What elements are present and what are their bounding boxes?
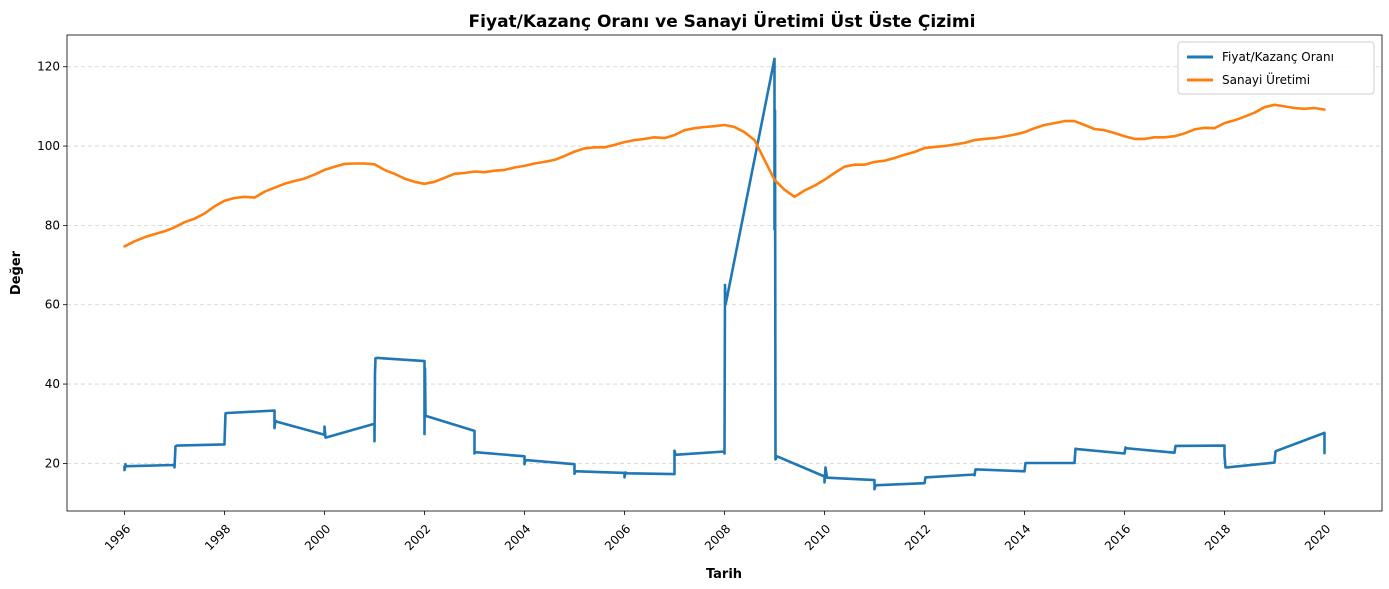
y-tick-label: 60	[45, 298, 60, 312]
y-tick-label: 100	[37, 139, 60, 153]
y-tick-label: 40	[45, 377, 60, 391]
x-tick-label: 2000	[302, 522, 333, 553]
series-line-sanayi-uretimi	[123, 103, 1326, 248]
y-axis-title: Değer	[9, 250, 24, 295]
y-tick-label: 20	[45, 456, 60, 470]
x-tick-label: 2016	[1102, 522, 1133, 553]
x-tick-label: 2010	[802, 522, 833, 553]
legend: Fiyat/Kazanç Oranı Sanayi Üretimi	[1177, 41, 1375, 95]
y-axis-ticks: 20 40 60 80 100 120	[37, 60, 67, 470]
x-tick-label: 2008	[702, 522, 733, 553]
x-axis-title: Tarih	[706, 567, 742, 582]
y-tick-label: 80	[45, 218, 60, 232]
series-line-fiyat-kazanc	[123, 57, 1326, 491]
y-tick-label: 120	[37, 60, 60, 74]
x-tick-label: 2002	[402, 522, 433, 553]
x-tick-label: 2004	[502, 522, 533, 553]
x-tick-label: 2012	[902, 522, 933, 553]
plot-series	[123, 57, 1326, 491]
legend-label-fiyat-kazanc: Fiyat/Kazanç Oranı	[1222, 50, 1334, 64]
x-tick-label: 2014	[1002, 522, 1033, 553]
legend-label-sanayi-uretimi: Sanayi Üretimi	[1222, 71, 1310, 87]
grid-lines	[67, 66, 1382, 464]
chart-title: Fiyat/Kazanç Oranı ve Sanayi Üretimi Üst…	[469, 10, 976, 32]
legend-box	[1177, 41, 1375, 95]
x-tick-label: 1996	[102, 522, 133, 553]
x-tick-label: 2018	[1202, 522, 1233, 553]
x-tick-label: 2020	[1302, 522, 1333, 553]
x-axis-ticks: 1996 1998 2000 2002 2004 2006 2008 2010 2012 2014…	[102, 511, 1333, 553]
x-tick-label: 2006	[602, 522, 633, 553]
x-tick-label: 1998	[202, 522, 233, 553]
